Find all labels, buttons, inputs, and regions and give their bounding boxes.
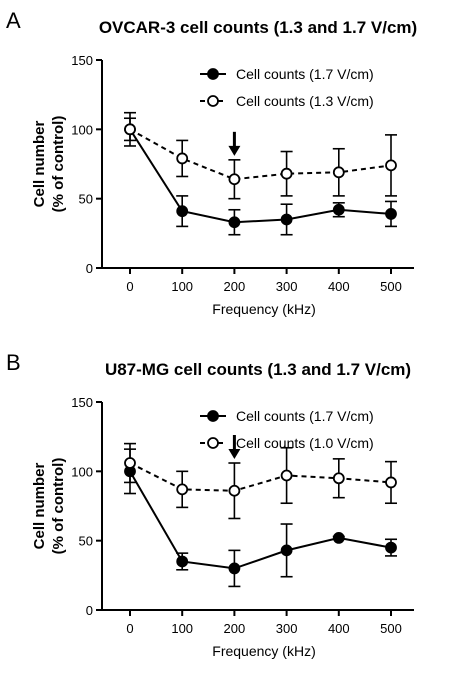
legend-label: Cell counts (1.7 V/cm): [236, 66, 374, 82]
y-tick-label: 150: [71, 395, 93, 410]
y-tick-label: 150: [71, 53, 93, 68]
data-point: [385, 541, 397, 554]
data-point: [332, 203, 345, 216]
chart-panel-b: B U87-MG cell counts (1.3 and 1.7 V/cm) …: [0, 342, 476, 692]
y-tick-label: 0: [86, 603, 93, 618]
x-axis-label: Frequency (kHz): [212, 301, 315, 317]
y-tick-label: 50: [79, 192, 93, 207]
data-point: [228, 216, 241, 229]
panel-letter: B: [6, 350, 21, 375]
x-tick-label: 400: [328, 279, 350, 294]
x-tick-label: 300: [276, 621, 298, 636]
data-point: [280, 167, 293, 180]
x-tick-label: 100: [171, 279, 193, 294]
series-line-2: [129, 128, 392, 181]
y-axis-label: Cell number (% of control): [31, 116, 67, 213]
y-tick-label: 100: [71, 464, 93, 479]
chart-title: OVCAR-3 cell counts (1.3 and 1.7 V/cm): [98, 18, 418, 37]
legend-marker: [207, 437, 219, 449]
data-point: [176, 483, 189, 496]
data-point: [228, 173, 241, 186]
x-tick-label: 0: [126, 621, 133, 636]
series-line-1: [129, 470, 392, 570]
chart-panel-a: A OVCAR-3 cell counts (1.3 and 1.7 V/cm)…: [6, 8, 418, 317]
y-tick-label: 100: [71, 122, 93, 137]
data-point: [332, 472, 345, 485]
x-tick-label: 100: [171, 621, 193, 636]
y-tick-label: 50: [79, 534, 93, 549]
data-point: [385, 159, 397, 172]
x-tick-label: 200: [224, 279, 246, 294]
arrow-icon: [228, 449, 241, 460]
data-point: [385, 476, 397, 489]
series-line-2: [129, 462, 392, 492]
line-chart: 0 50 100 150 0 100 200 300 400 500 Frequency (kHz)…: [31, 53, 414, 317]
legend-label: Cell counts (1.0 V/cm): [236, 435, 374, 451]
panel-letter: A: [6, 8, 21, 33]
data-point: [228, 484, 241, 497]
data-point: [176, 152, 189, 165]
y-axis-label-line: Cell number: [31, 120, 48, 207]
data-point: [332, 166, 345, 179]
chart-title: U87-MG cell counts (1.3 and 1.7 V/cm): [104, 360, 412, 379]
y-tick-label: 0: [86, 261, 93, 276]
x-tick-label: 500: [380, 279, 402, 294]
data-point: [280, 469, 293, 482]
series-line-1: [129, 128, 392, 224]
data-point: [280, 544, 293, 557]
data-point: [332, 531, 345, 544]
legend-marker: [207, 95, 219, 107]
data-point: [280, 213, 293, 226]
x-tick-label: 200: [224, 621, 246, 636]
legend-marker: [207, 68, 219, 80]
line-chart: 0 50 100 150 0 100 200 300 400 500 Frequency (kHz)…: [31, 395, 414, 659]
y-axis-label-line: (% of control): [50, 116, 67, 213]
data-point: [228, 562, 241, 575]
y-axis-label: Cell number (% of control): [31, 458, 67, 555]
legend-marker: [207, 410, 219, 422]
data-point: [176, 205, 189, 218]
data-point: [385, 208, 397, 220]
x-tick-label: 0: [126, 279, 133, 294]
arrow-icon: [228, 145, 241, 156]
x-tick-label: 300: [276, 279, 298, 294]
data-point: [124, 123, 136, 136]
x-tick-label: 400: [328, 621, 350, 636]
legend-label: Cell counts (1.3 V/cm): [236, 93, 374, 109]
data-point: [124, 457, 136, 469]
y-axis-label-line: (% of control): [50, 458, 67, 555]
x-axis-label: Frequency (kHz): [212, 643, 315, 659]
y-axis-label-line: Cell number: [31, 462, 48, 549]
data-point: [176, 555, 189, 568]
x-tick-label: 500: [380, 621, 402, 636]
legend-label: Cell counts (1.7 V/cm): [236, 408, 374, 424]
